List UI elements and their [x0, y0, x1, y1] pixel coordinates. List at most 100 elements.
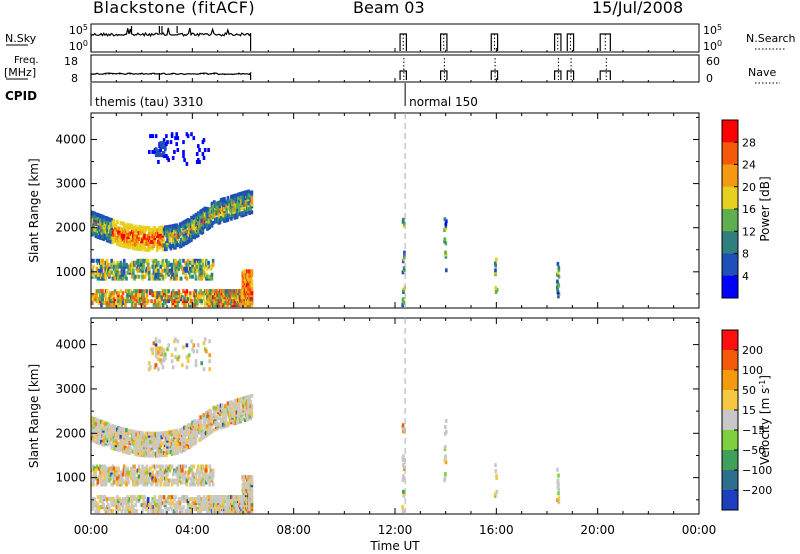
velocity-cell [178, 446, 182, 451]
power-cell [195, 268, 199, 273]
nave-tick-bottom: 0 [706, 72, 713, 85]
power-cell [197, 297, 200, 302]
velocity-cell [127, 470, 131, 475]
power-cell [206, 274, 209, 279]
velocity-cell [211, 428, 215, 433]
velocity-colorbar-frame [721, 329, 739, 511]
velocity-cell [192, 343, 196, 348]
power-cell [250, 287, 254, 292]
velocity-cell [121, 472, 125, 477]
velocity-cell [250, 393, 254, 398]
velocity-cell [250, 403, 254, 408]
velocity-colorbar-segment [722, 490, 738, 511]
velocity-cell [148, 480, 151, 485]
velocity-cell [114, 439, 118, 444]
freq-burst [440, 70, 448, 80]
power-cell [127, 299, 131, 304]
velocity-cell [96, 478, 100, 483]
power-cell [211, 220, 215, 225]
velocity-cell [208, 482, 211, 487]
power-cell [215, 201, 218, 206]
velocity-cell [181, 468, 184, 473]
velocity-cell [129, 495, 133, 500]
velocity-cell [190, 478, 193, 483]
power-cell [184, 303, 188, 308]
power-cell [93, 211, 96, 216]
velocity-cell [216, 426, 219, 431]
velocity-cell [214, 409, 217, 414]
velocity-colorbar-segment [722, 470, 738, 491]
power-cell [194, 289, 198, 294]
power-cell [121, 276, 125, 281]
velocity-cell [444, 472, 447, 477]
power-cell [112, 272, 116, 277]
power-cell [162, 141, 166, 146]
power-cell [182, 154, 185, 158]
power-cell [137, 301, 141, 306]
velocity-cell [96, 418, 100, 423]
velocity-cell [202, 341, 206, 346]
velocity-cell [557, 500, 561, 505]
power-cell [157, 260, 160, 265]
power-cell [154, 134, 158, 139]
power-cell [135, 299, 139, 304]
power-colorbar-tick-label: 24 [742, 159, 756, 172]
power-cell [238, 208, 241, 213]
power-cell [210, 223, 214, 228]
power-cell [167, 289, 170, 294]
velocity-cell [205, 468, 208, 473]
power-cell [167, 260, 170, 265]
power-cell [403, 285, 406, 290]
power-cell [153, 299, 157, 304]
velocity-cell [101, 499, 104, 504]
power-cell [91, 301, 94, 306]
velocity-cell [145, 470, 149, 475]
velocity-cell [209, 468, 213, 473]
velocity-cell [132, 505, 135, 510]
velocity-cell [111, 474, 115, 479]
power-cell [199, 264, 202, 269]
power-cell [95, 295, 99, 300]
power-cell [206, 266, 209, 271]
velocity-cell [198, 495, 201, 500]
freq-burst [599, 70, 611, 80]
power-cell [223, 197, 226, 201]
velocity-cell [99, 470, 102, 475]
power-cell [556, 261, 560, 266]
power-cell [105, 297, 109, 302]
power-colorbar-segment [722, 253, 738, 277]
power-cell [185, 161, 189, 166]
velocity-cell [208, 472, 211, 477]
power-cell [219, 202, 223, 207]
power-cell [203, 148, 207, 152]
power-cell [92, 258, 95, 263]
power-cell [250, 301, 254, 306]
velocity-cell [208, 367, 211, 372]
velocity-cell [170, 353, 174, 358]
nsearch-label: N.Search [746, 32, 796, 45]
velocity-cell [148, 437, 151, 442]
power-cell [234, 193, 238, 198]
velocity-cell [215, 421, 218, 425]
velocity-cell [113, 424, 117, 429]
velocity-cell [225, 495, 229, 500]
velocity-cell [109, 425, 112, 430]
velocity-cell [557, 496, 561, 501]
power-cell [133, 289, 136, 294]
xtick-label: 00:00 [682, 523, 717, 537]
velocity-colorbar-tick-label: −100 [742, 464, 772, 477]
velocity-cell [137, 474, 141, 479]
power-cell [141, 243, 144, 248]
power-cell [401, 270, 405, 275]
velocity-cell [230, 406, 233, 411]
power-cell [96, 289, 100, 294]
velocity-cell [402, 489, 405, 494]
power-cell [129, 299, 133, 304]
velocity-cell [128, 451, 132, 455]
velocity-cell [167, 482, 170, 487]
velocity-cell [216, 416, 219, 421]
power-cell [190, 215, 193, 220]
velocity-cell [227, 421, 231, 425]
power-cell [122, 258, 126, 263]
